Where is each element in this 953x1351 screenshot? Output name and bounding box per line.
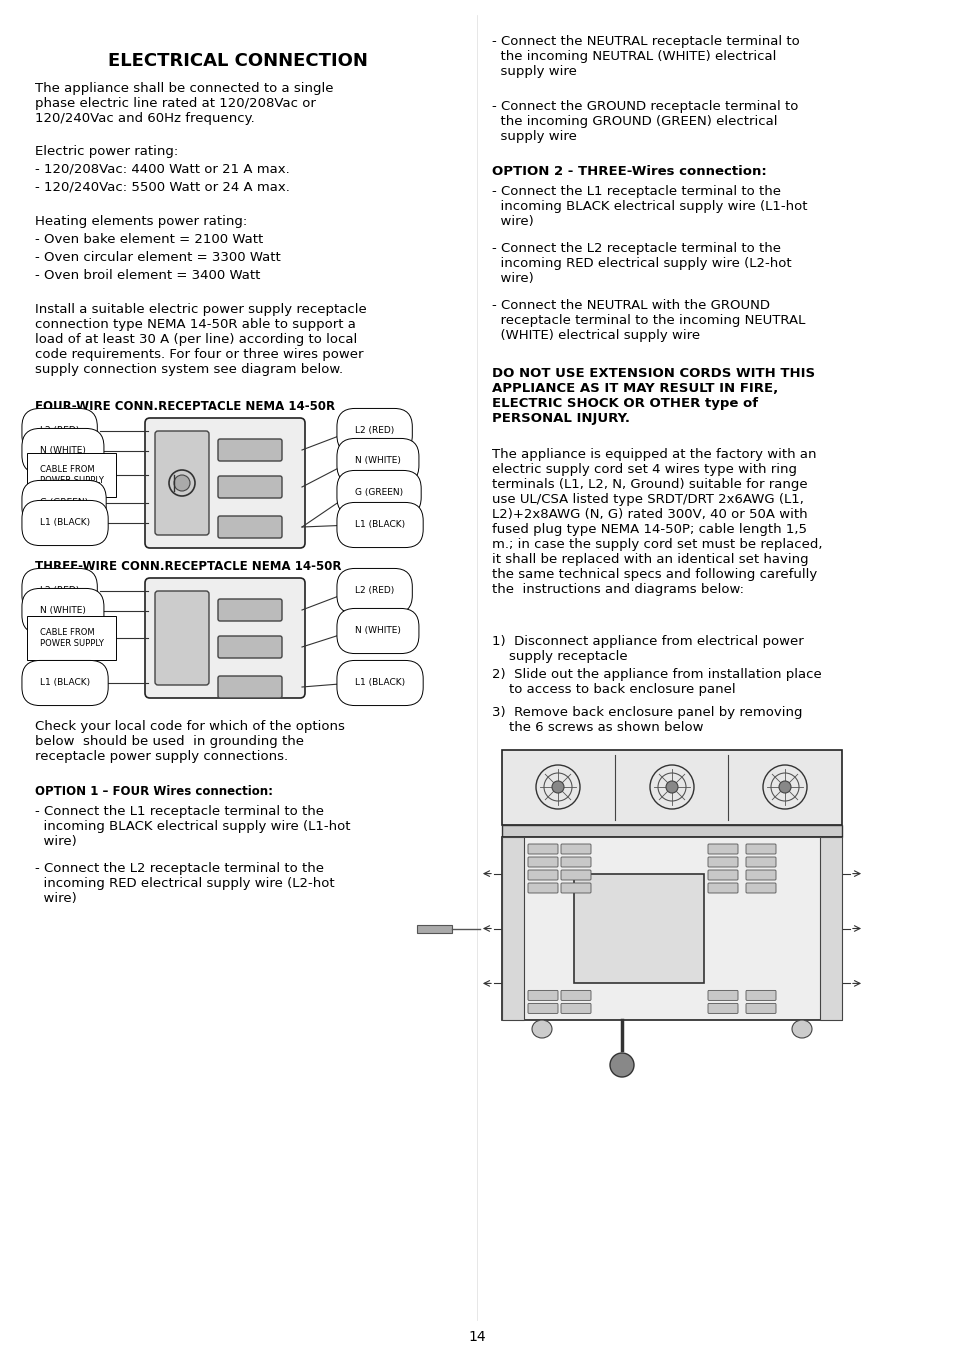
FancyBboxPatch shape	[560, 870, 590, 880]
Circle shape	[779, 781, 790, 793]
Text: THREE-WIRE CONN.RECEPTACLE NEMA 14-50R: THREE-WIRE CONN.RECEPTACLE NEMA 14-50R	[35, 561, 341, 573]
FancyBboxPatch shape	[145, 578, 305, 698]
Text: - Connect the L2 receptacle terminal to the
  incoming RED electrical supply wir: - Connect the L2 receptacle terminal to …	[492, 242, 791, 285]
FancyBboxPatch shape	[707, 990, 738, 1000]
FancyBboxPatch shape	[218, 476, 282, 499]
FancyBboxPatch shape	[527, 844, 558, 854]
Text: Electric power rating:: Electric power rating:	[35, 145, 178, 158]
Text: - Oven bake element = 2100 Watt: - Oven bake element = 2100 Watt	[35, 232, 263, 246]
FancyBboxPatch shape	[154, 431, 209, 535]
FancyBboxPatch shape	[218, 676, 282, 698]
Text: G (GREEN): G (GREEN)	[40, 499, 88, 508]
Text: 3)  Remove back enclosure panel by removing
    the 6 screws as shown below: 3) Remove back enclosure panel by removi…	[492, 707, 801, 734]
Text: - Connect the L2 receptacle terminal to the
  incoming RED electrical supply wir: - Connect the L2 receptacle terminal to …	[35, 862, 335, 905]
Text: OPTION 2 - THREE-Wires connection:: OPTION 2 - THREE-Wires connection:	[492, 165, 766, 178]
Text: Check your local code for which of the options
below  should be used  in groundi: Check your local code for which of the o…	[35, 720, 345, 763]
Ellipse shape	[532, 1020, 552, 1038]
Text: L1 (BLACK): L1 (BLACK)	[40, 678, 90, 688]
Text: The appliance is equipped at the factory with an
electric supply cord set 4 wire: The appliance is equipped at the factory…	[492, 449, 821, 596]
FancyBboxPatch shape	[745, 1004, 775, 1013]
Text: G (GREEN): G (GREEN)	[355, 489, 403, 497]
FancyBboxPatch shape	[745, 844, 775, 854]
Text: DO NOT USE EXTENSION CORDS WITH THIS
APPLIANCE AS IT MAY RESULT IN FIRE,
ELECTRI: DO NOT USE EXTENSION CORDS WITH THIS APP…	[492, 367, 814, 426]
Text: L1 (BLACK): L1 (BLACK)	[40, 519, 90, 527]
FancyBboxPatch shape	[707, 884, 738, 893]
Bar	[501, 750, 841, 825]
FancyBboxPatch shape	[707, 870, 738, 880]
Text: FOUR-WIRE CONN.RECEPTACLE NEMA 14-50R: FOUR-WIRE CONN.RECEPTACLE NEMA 14-50R	[35, 400, 335, 413]
FancyBboxPatch shape	[145, 417, 305, 549]
Text: N (WHITE): N (WHITE)	[355, 627, 400, 635]
FancyBboxPatch shape	[745, 990, 775, 1000]
FancyBboxPatch shape	[527, 990, 558, 1000]
Circle shape	[552, 781, 563, 793]
FancyBboxPatch shape	[527, 884, 558, 893]
FancyBboxPatch shape	[218, 636, 282, 658]
Ellipse shape	[791, 1020, 811, 1038]
FancyBboxPatch shape	[527, 1004, 558, 1013]
Text: OPTION 1 – FOUR Wires connection:: OPTION 1 – FOUR Wires connection:	[35, 785, 273, 798]
Text: L2 (RED): L2 (RED)	[355, 427, 394, 435]
Text: - 120/240Vac: 5500 Watt or 24 A max.: - 120/240Vac: 5500 Watt or 24 A max.	[35, 181, 290, 195]
FancyBboxPatch shape	[707, 844, 738, 854]
FancyBboxPatch shape	[745, 870, 775, 880]
FancyBboxPatch shape	[560, 884, 590, 893]
Text: - Connect the NEUTRAL receptacle terminal to
  the incoming NEUTRAL (WHITE) elec: - Connect the NEUTRAL receptacle termina…	[492, 35, 799, 78]
Text: - 120/208Vac: 4400 Watt or 21 A max.: - 120/208Vac: 4400 Watt or 21 A max.	[35, 163, 290, 176]
Circle shape	[173, 476, 190, 490]
Text: 2)  Slide out the appliance from installation place
    to access to back enclos: 2) Slide out the appliance from installa…	[492, 667, 821, 696]
Circle shape	[609, 1052, 634, 1077]
Text: - Oven broil element = 3400 Watt: - Oven broil element = 3400 Watt	[35, 269, 260, 282]
Text: N (WHITE): N (WHITE)	[40, 607, 86, 616]
FancyBboxPatch shape	[560, 990, 590, 1000]
Bar	[501, 825, 841, 838]
Text: - Connect the L1 receptacle terminal to the
  incoming BLACK electrical supply w: - Connect the L1 receptacle terminal to …	[492, 185, 806, 228]
Bar	[820, 838, 841, 1020]
Bar	[574, 874, 703, 984]
Text: - Connect the NEUTRAL with the GROUND
  receptacle terminal to the incoming NEUT: - Connect the NEUTRAL with the GROUND re…	[492, 299, 804, 342]
FancyBboxPatch shape	[527, 870, 558, 880]
FancyBboxPatch shape	[707, 1004, 738, 1013]
Text: L1 (BLACK): L1 (BLACK)	[355, 520, 405, 530]
Text: L1 (BLACK): L1 (BLACK)	[355, 678, 405, 688]
Text: Heating elements power rating:: Heating elements power rating:	[35, 215, 247, 228]
Bar	[416, 924, 452, 932]
FancyBboxPatch shape	[560, 1004, 590, 1013]
FancyBboxPatch shape	[560, 844, 590, 854]
Text: CABLE FROM
POWER SUPPLY: CABLE FROM POWER SUPPLY	[40, 465, 104, 485]
FancyBboxPatch shape	[745, 857, 775, 867]
Bar	[501, 838, 523, 1020]
FancyBboxPatch shape	[218, 598, 282, 621]
Text: - Connect the L1 receptacle terminal to the
  incoming BLACK electrical supply w: - Connect the L1 receptacle terminal to …	[35, 805, 350, 848]
FancyBboxPatch shape	[154, 590, 209, 685]
Text: L2 (RED): L2 (RED)	[40, 586, 79, 596]
Bar	[501, 838, 841, 1020]
Text: CABLE FROM
POWER SUPPLY: CABLE FROM POWER SUPPLY	[40, 628, 104, 647]
Circle shape	[665, 781, 678, 793]
Text: N (WHITE): N (WHITE)	[355, 457, 400, 466]
Text: N (WHITE): N (WHITE)	[40, 446, 86, 455]
FancyBboxPatch shape	[527, 857, 558, 867]
FancyBboxPatch shape	[218, 516, 282, 538]
Text: L2 (RED): L2 (RED)	[355, 586, 394, 596]
FancyBboxPatch shape	[707, 857, 738, 867]
Text: L2 (RED): L2 (RED)	[40, 427, 79, 435]
Text: Install a suitable electric power supply receptacle
connection type NEMA 14-50R : Install a suitable electric power supply…	[35, 303, 366, 376]
FancyBboxPatch shape	[218, 439, 282, 461]
Text: - Connect the GROUND receptacle terminal to
  the incoming GROUND (GREEN) electr: - Connect the GROUND receptacle terminal…	[492, 100, 798, 143]
Text: 1)  Disconnect appliance from electrical power
    supply receptacle: 1) Disconnect appliance from electrical …	[492, 635, 803, 663]
FancyBboxPatch shape	[745, 884, 775, 893]
Text: The appliance shall be connected to a single
phase electric line rated at 120/20: The appliance shall be connected to a si…	[35, 82, 334, 126]
Text: 14: 14	[468, 1329, 485, 1344]
Text: - Oven circular element = 3300 Watt: - Oven circular element = 3300 Watt	[35, 251, 280, 263]
Text: ELECTRICAL CONNECTION: ELECTRICAL CONNECTION	[108, 51, 368, 70]
FancyBboxPatch shape	[560, 857, 590, 867]
